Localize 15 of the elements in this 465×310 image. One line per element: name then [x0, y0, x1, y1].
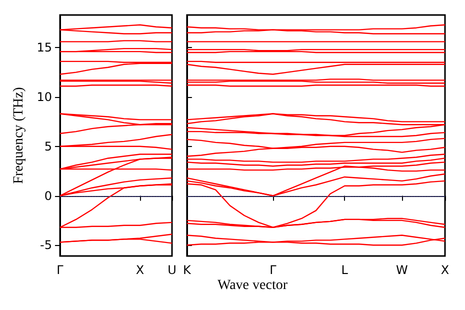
x-tick-label: Γ	[56, 263, 64, 277]
x-tick-label: X	[440, 263, 450, 277]
y-tick-label: 5	[44, 139, 52, 154]
x-tick-label: Γ	[270, 263, 277, 277]
y-tick-label: 10	[36, 90, 52, 104]
x-tick-label: L	[341, 263, 348, 277]
x-tick-label: K	[182, 263, 192, 277]
x-axis-title: Wave vector	[216, 278, 288, 294]
x-tick-label: W	[396, 263, 408, 277]
x-tick-label: U	[168, 263, 176, 277]
y-tick-label: 15	[36, 40, 52, 55]
y-axis-title: Frequency (THz)	[11, 86, 26, 184]
x-tick-label: X	[136, 263, 144, 277]
y-tick-label: 0	[44, 188, 52, 203]
y-tick-label: -5	[40, 238, 52, 252]
